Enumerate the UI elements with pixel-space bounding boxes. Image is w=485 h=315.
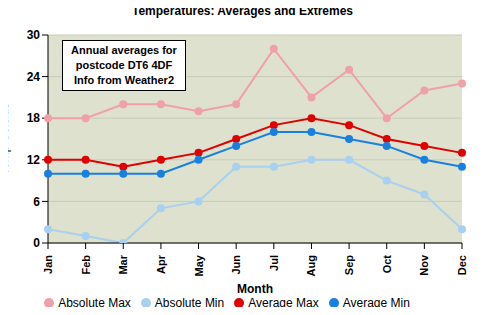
- html-text:Average Max: Average Max: [248, 296, 319, 310]
- html-text:Annual averages for: Annual averages for: [71, 44, 177, 56]
- html-text:Temperatures: Averages and Ext: Temperatures: Averages and Extremes: [132, 4, 353, 18]
- svg-text:Nov: Nov: [418, 254, 430, 276]
- svg-text:Oct: Oct: [381, 255, 393, 274]
- svg-text:May: May: [193, 254, 205, 276]
- svg-text:0: 0: [33, 236, 40, 250]
- svg-text:30: 30: [27, 28, 41, 42]
- html-text:Average Min: Average Min: [342, 296, 410, 310]
- svg-text:Jul: Jul: [268, 255, 280, 271]
- svg-text:Dec: Dec: [456, 255, 468, 275]
- html-text:postcode DT6 4DF: postcode DT6 4DF: [75, 59, 173, 71]
- svg-text:Month: Month: [237, 282, 273, 296]
- svg-text:Jun: Jun: [230, 255, 242, 275]
- svg-text:Temp Celsius: Temp Celsius: [8, 103, 11, 175]
- svg-text:24: 24: [27, 70, 41, 84]
- html-text:Absolute Min: Absolute Min: [154, 296, 225, 310]
- svg-text:18: 18: [27, 111, 41, 125]
- svg-text:Aug: Aug: [305, 255, 317, 276]
- svg-text:Sep: Sep: [343, 255, 355, 275]
- svg-text:Feb: Feb: [80, 255, 92, 275]
- html-text:Info from Weather2: Info from Weather2: [74, 74, 174, 86]
- svg-text:Jan: Jan: [42, 255, 54, 274]
- html-text:Absolute Max: Absolute Max: [58, 296, 131, 310]
- svg-text:12: 12: [27, 153, 41, 167]
- svg-text:Mar: Mar: [117, 254, 129, 274]
- svg-text:6: 6: [33, 195, 40, 209]
- svg-text:Apr: Apr: [155, 254, 167, 274]
